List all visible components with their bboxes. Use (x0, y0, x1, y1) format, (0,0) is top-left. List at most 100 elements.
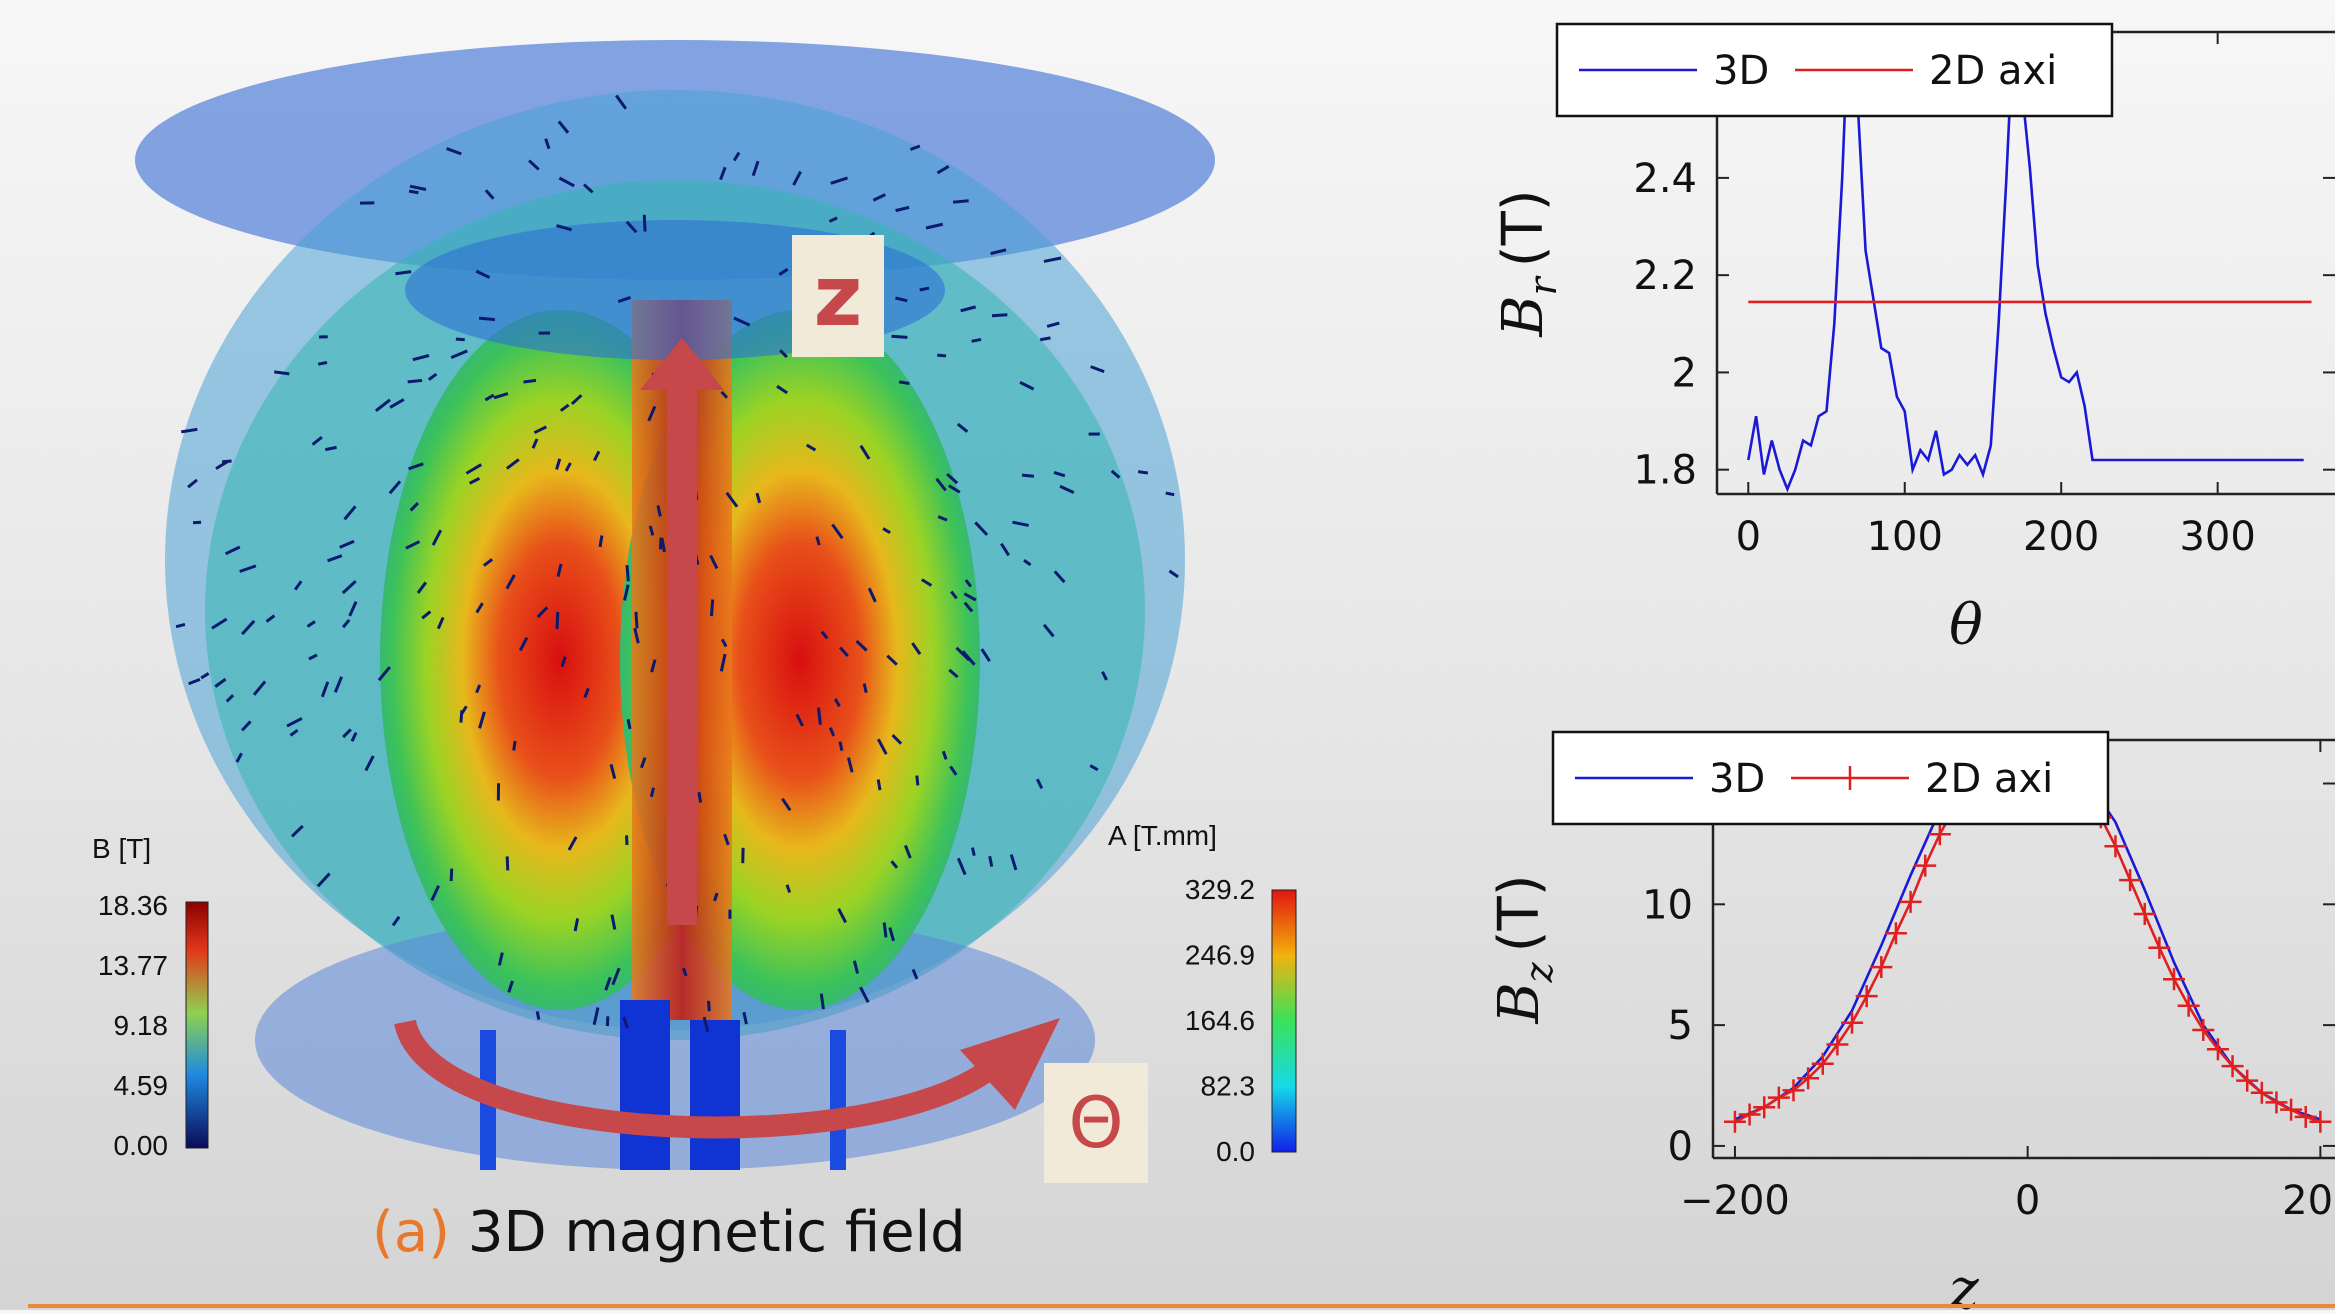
colorbar-tick-label: 4.59 (114, 1070, 169, 1101)
field-arrow-glyph (408, 380, 422, 381)
colorbar-tick-label: 0.0 (1216, 1136, 1255, 1167)
x-tick-label: 0 (2015, 1178, 2040, 1224)
x-tick-label: 100 (1867, 514, 1943, 560)
field-arrow-glyph (644, 215, 645, 232)
colorbar-a (1272, 890, 1296, 1152)
field-arrow-glyph (953, 201, 969, 202)
y-tick-label: 5 (1668, 1003, 1693, 1049)
legend: 3D 2D axi (1553, 732, 2108, 824)
field-arrow-glyph (821, 994, 823, 1010)
x-tick-label: 200 (2282, 1178, 2335, 1224)
data-point-marker (2178, 995, 2200, 1017)
y-tick-label: 2 (1672, 350, 1697, 396)
field-arrow-glyph (627, 565, 628, 581)
theta-axis-label: Θ (1044, 1063, 1148, 1183)
support-post (830, 1030, 846, 1170)
field-arrow-glyph (990, 856, 992, 866)
field-arrow-glyph (456, 339, 465, 340)
field-arrow-glyph (840, 742, 842, 751)
field-arrow-glyph (557, 612, 558, 629)
x-tick-label: −200 (1680, 1178, 1790, 1224)
field-arrow-glyph (651, 788, 653, 797)
field-arrow-glyph (1040, 338, 1050, 340)
field-arrow-glyph (864, 684, 866, 693)
y-tick-label: 10 (1642, 882, 1693, 928)
data-point-marker (2148, 937, 2170, 959)
z-axis-label: z (792, 235, 884, 357)
footer-rule (28, 1304, 2335, 1308)
field-arrow-glyph (920, 288, 929, 290)
figure-caption: (a) 3D magnetic field (372, 1200, 966, 1265)
data-point-marker (2163, 968, 2185, 990)
field-arrow-glyph (818, 708, 820, 725)
x-tick-label: 300 (2179, 514, 2255, 560)
field-arrow-glyph (479, 318, 495, 319)
caption-text: 3D magnetic field (468, 1200, 966, 1265)
field-arrow-glyph (318, 363, 327, 365)
field-arrow-glyph (899, 382, 909, 384)
field-arrow-glyph (409, 191, 418, 193)
field-arrow-glyph (274, 372, 289, 374)
field-arrow-glyph (193, 522, 201, 523)
field-arrow-glyph (636, 612, 637, 629)
field-arrow-glyph (937, 355, 946, 356)
magnetic-field-render: B [T] 18.36 13.77 9.18 4.59 0.00 A [T.mm] 32… (0, 0, 1300, 1310)
colorbar-a-ticks: 329.2 246.9 164.6 82.3 0.0 (1185, 874, 1255, 1167)
data-point-marker (1826, 1033, 1848, 1055)
x-axis-label: z (1948, 1257, 1979, 1310)
field-arrow-glyph (884, 923, 886, 938)
field-arrow-glyph (507, 856, 508, 870)
field-arrow-glyph (699, 792, 701, 802)
field-arrow-glyph (628, 719, 630, 729)
field-arrow-glyph (709, 1001, 710, 1011)
field-arrow-glyph (972, 339, 981, 341)
colorbar-tick-label: 164.6 (1185, 1005, 1255, 1036)
legend-label: 3D (1709, 756, 1765, 802)
field-arrow-glyph (600, 535, 602, 546)
colorbar-tick-label: 329.2 (1185, 874, 1255, 905)
colorbar-tick-label: 9.18 (114, 1010, 169, 1041)
field-arrow-glyph (1166, 493, 1174, 495)
field-arrow-glyph (537, 1011, 539, 1019)
colorbar-tick-label: 0.00 (114, 1130, 169, 1161)
legend-label: 2D axi (1925, 756, 2053, 802)
colorbar-b (186, 902, 208, 1148)
y-axis-label: Br(T) (1491, 189, 1565, 337)
field-arrow-glyph (972, 848, 974, 856)
colorbar-a-title: A [T.mm] (1108, 820, 1217, 851)
colorbar-b-ticks: 18.36 13.77 9.18 4.59 0.00 (98, 890, 168, 1161)
field-arrow-glyph (1022, 475, 1034, 476)
colorbar-tick-label: 18.36 (98, 890, 168, 921)
field-arrow-glyph (992, 315, 1007, 316)
data-point-marker (1856, 985, 1878, 1007)
field-arrow-glyph (917, 776, 918, 786)
y-tick-label: 0 (1668, 1124, 1693, 1170)
field-arrow-glyph (878, 780, 880, 791)
y-axis-label: Bz(T) (1487, 874, 1561, 1024)
x-tick-label: 200 (2023, 514, 2099, 560)
colorbar-tick-label: 13.77 (98, 950, 168, 981)
legend: 3D 2D axi (1557, 24, 2112, 116)
field-arrow-glyph (514, 741, 515, 751)
y-tick-label: 1.8 (1633, 448, 1697, 494)
legend-label: 3D (1713, 48, 1769, 94)
caption-tag: (a) (372, 1200, 450, 1265)
y-tick-label: 2.2 (1633, 253, 1697, 299)
data-point-marker (2309, 1111, 2331, 1133)
data-point-marker (1841, 1012, 1863, 1034)
field-arrow-glyph (711, 600, 712, 617)
field-arrow-glyph (523, 380, 536, 382)
field-arrow-glyph (626, 835, 627, 845)
colorbar-tick-label: 82.3 (1201, 1071, 1256, 1102)
x-axis-label: θ (1949, 593, 1983, 658)
colorbar-b-title: B [T] (92, 833, 151, 864)
colorbar-tick-label: 246.9 (1185, 940, 1255, 971)
field-arrow-glyph (451, 869, 452, 881)
y-tick-label: 2.4 (1633, 156, 1697, 202)
legend-label: 2D axi (1929, 48, 2057, 94)
br-theta-chart: 1.8 2 2.2 2.4 0 100 200 300 3D 2D axi Br(T) θ (1380, 0, 2335, 670)
support-post (690, 1020, 740, 1170)
x-tick-label: 0 (1736, 514, 1761, 560)
field-arrow-glyph (891, 336, 907, 337)
